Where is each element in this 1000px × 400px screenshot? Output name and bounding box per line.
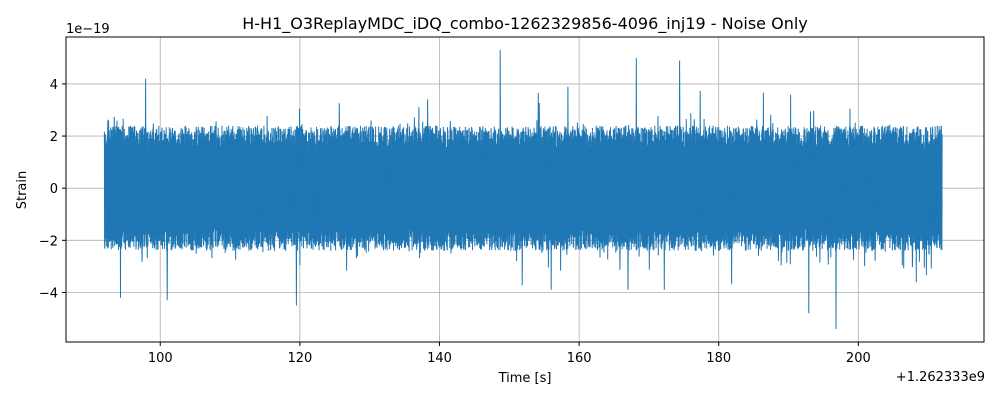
plot-area: 100 120 140 160 180 200 −4 −2 0 2 4 [39, 36, 985, 366]
y-tick-label: 0 [50, 182, 58, 197]
strain-series-line [103, 49, 943, 330]
y-tick-label: 2 [50, 130, 58, 145]
x-tick-label: 100 [148, 351, 173, 366]
x-tick-label: 180 [706, 351, 731, 366]
x-offset-label: +1.262333e9 [896, 370, 985, 385]
x-tick-label: 160 [567, 351, 592, 366]
x-tick-label: 140 [427, 351, 452, 366]
series-group [103, 49, 943, 330]
y-tick-label: 4 [50, 78, 58, 93]
y-tick-label: −4 [39, 286, 58, 301]
strain-series-core [103, 125, 943, 251]
y-axis-ticks: −4 −2 0 2 4 [39, 78, 66, 301]
x-tick-label: 200 [846, 351, 871, 366]
y-axis-label: Strain [15, 171, 30, 210]
x-axis-label: Time [s] [498, 371, 552, 386]
y-tick-label: −2 [39, 234, 58, 249]
chart-title: H-H1_O3ReplayMDC_iDQ_combo-1262329856-40… [242, 14, 808, 34]
axes-frame [65, 36, 985, 343]
y-scale-label: 1e−19 [66, 22, 110, 37]
x-tick-label: 120 [287, 351, 312, 366]
x-axis-ticks: 100 120 140 160 180 200 [148, 342, 871, 366]
